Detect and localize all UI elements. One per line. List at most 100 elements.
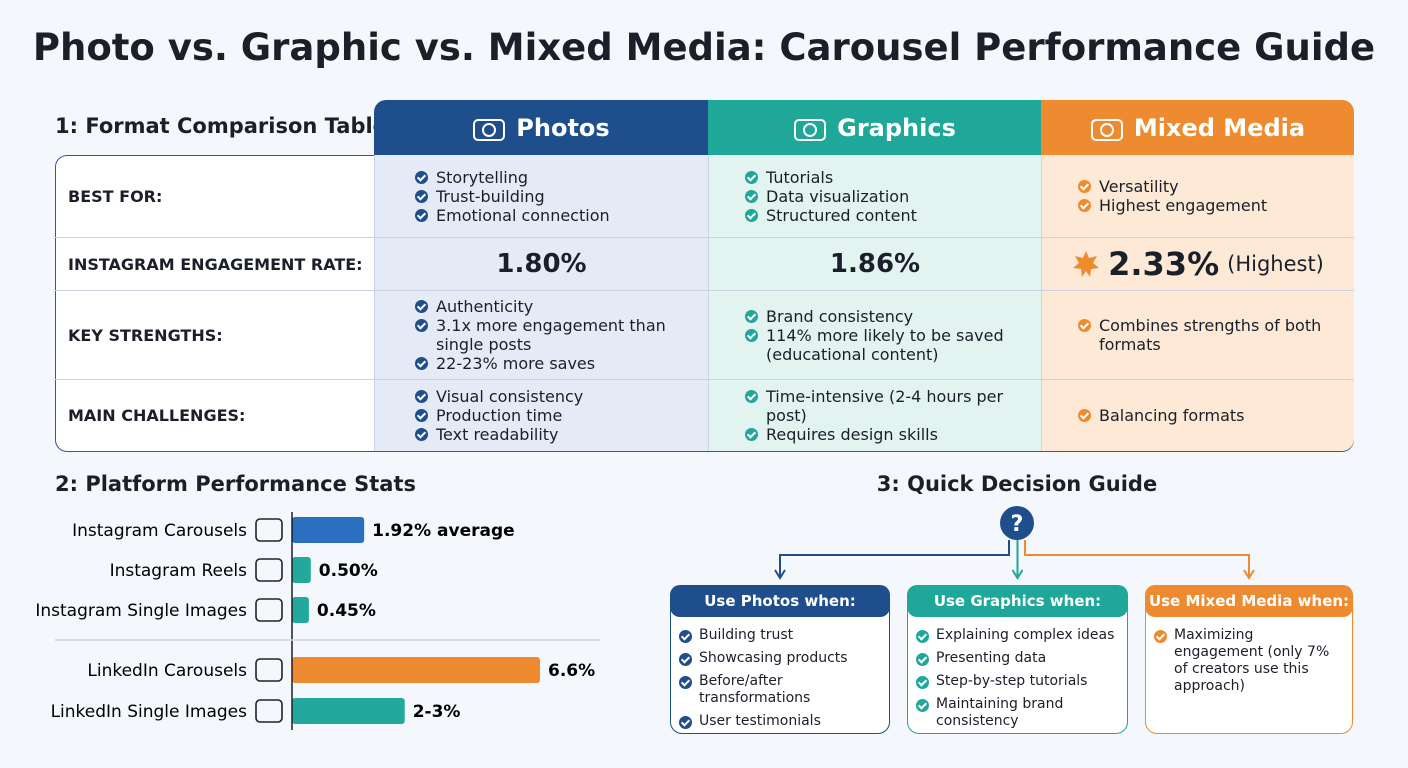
metric: 1.80% (375, 249, 708, 279)
check-icon (1078, 180, 1091, 193)
bullet-text: Trust-building (436, 186, 545, 206)
column-title: Graphics (837, 113, 956, 142)
bullet-text: Building trust (699, 627, 794, 643)
column-header: Graphics (708, 100, 1041, 155)
metric-value: 2.33% (1108, 245, 1220, 283)
check-icon (679, 676, 692, 689)
metric-note: (Highest) (1227, 252, 1324, 276)
bar (292, 698, 405, 724)
bullet-text: Combines strengths of both formats (1099, 316, 1322, 354)
check-icon (916, 630, 929, 643)
metric: 2.33% (Highest) (1042, 245, 1354, 283)
value-label: 2-3% (413, 702, 461, 722)
bullet-item: Structured content (745, 206, 1041, 225)
bullet-item: Before/after transformations (679, 673, 881, 707)
category-label: LinkedIn Single Images (51, 702, 248, 722)
bullet-text: 114% more likely to be saved (educationa… (766, 325, 1004, 364)
table-cell: 2.33% (Highest) (1041, 237, 1354, 290)
check-icon (745, 428, 758, 441)
check-icon (415, 319, 428, 332)
guide-box: Use Graphics when: Explaining complex ide… (907, 585, 1128, 734)
column-header: Mixed Media (1041, 100, 1354, 155)
bullet-item: Balancing formats (1078, 406, 1354, 425)
bullet-item: Showcasing products (679, 650, 881, 667)
check-icon (745, 309, 758, 323)
check-icon (745, 208, 758, 222)
category-icon (255, 658, 283, 682)
bullet-text: Brand consistency (766, 306, 914, 326)
check-icon (745, 328, 758, 342)
star-icon (1073, 251, 1100, 277)
icon-shape (482, 122, 497, 137)
comparison-table: Photos Graphics Mixed Media BEST FOR: Storyt… (55, 100, 1354, 452)
bullet-item: Authenticity (415, 297, 708, 316)
bar (292, 657, 540, 683)
bullet-text: Production time (436, 406, 563, 425)
bullet-text: Text readability (436, 425, 559, 444)
bullet-item: Maintaining brand consistency (916, 696, 1119, 730)
check-icon (415, 428, 428, 441)
table-cell: Brand consistency 114% more likely to be … (708, 290, 1041, 379)
check-icon (745, 390, 758, 403)
bullet-text: Visual consistency (436, 387, 584, 406)
table-cell: Balancing formats (1041, 379, 1354, 451)
bullet-item: Tutorials (745, 168, 1041, 187)
bullet-text: Maximizing engagement (only 7% of creato… (1174, 627, 1330, 694)
table-cell: Visual consistency Production time Text re… (374, 379, 708, 451)
bullet-text: Maintaining brand consistency (936, 696, 1064, 729)
bullet-item: Explaining complex ideas (916, 627, 1119, 644)
guide-box: Use Photos when: Building trust Showcasing… (670, 585, 890, 734)
category-icon (255, 518, 283, 542)
bar (292, 597, 309, 623)
bullet-text: Before/after transformations (699, 673, 811, 706)
bullet-item: Requires design skills (745, 425, 1041, 444)
check-icon (916, 653, 929, 666)
check-icon (415, 300, 428, 313)
column-icon (473, 118, 506, 141)
value-label: 0.50% (319, 561, 378, 581)
section-heading: 2: Platform Performance Stats (55, 472, 417, 496)
check-icon (1078, 199, 1091, 212)
row-label: INSTAGRAM ENGAGEMENT RATE: (55, 237, 374, 290)
column-icon (794, 118, 827, 141)
table-cell: Authenticity 3.1x more engagement than si… (374, 290, 708, 379)
section-heading: 1: Format Comparison Table (55, 114, 387, 138)
check-icon (916, 676, 929, 689)
guide-list: Building trust Showcasing products Before/… (671, 617, 889, 730)
bar-chart: Instagram Carousels 1.92% average Instagra… (35, 512, 600, 730)
row-label: MAIN CHALLENGES: (55, 379, 374, 451)
section-heading: 3: Quick Decision Guide (876, 472, 1158, 496)
bar (292, 557, 311, 583)
icon-shape (473, 118, 506, 141)
page-title: Photo vs. Graphic vs. Mixed Media: Carou… (32, 26, 1376, 69)
bullet-item: Highest engagement (1078, 196, 1354, 215)
bullet-text: Structured content (766, 205, 917, 225)
icon-shape (1090, 118, 1123, 141)
bullet-text: 3.1x more engagement than single posts (436, 316, 666, 354)
check-icon (1078, 319, 1091, 332)
guide-box: Use Mixed Media when: Maximizing engageme… (1145, 585, 1353, 734)
bullet-text: Data visualization (766, 186, 910, 206)
bullet-text: Authenticity (436, 297, 534, 316)
bullet-text: Versatility (1099, 177, 1179, 196)
check-icon (745, 189, 758, 203)
bullet-text: Requires design skills (766, 425, 938, 444)
bullet-item: Brand consistency (745, 307, 1041, 326)
question-circle (1000, 506, 1034, 540)
category-icon (255, 598, 283, 622)
bullet-text: Highest engagement (1099, 196, 1268, 215)
bullet-item: 22-23% more saves (415, 354, 708, 373)
metric: 1.86% (709, 249, 1041, 279)
value-label: 6.6% (548, 661, 595, 681)
bullet-item: User testimonials (679, 713, 881, 730)
bullet-text: Step-by-step tutorials (936, 673, 1088, 689)
arrow-head (774, 569, 786, 580)
check-icon (415, 189, 428, 203)
table-cell: 1.86% (708, 237, 1041, 290)
bullet-item: Emotional connection (415, 206, 708, 225)
bullet-text: Balancing formats (1099, 406, 1245, 425)
category-icon (255, 558, 283, 582)
column-title: Mixed Media (1133, 113, 1306, 142)
